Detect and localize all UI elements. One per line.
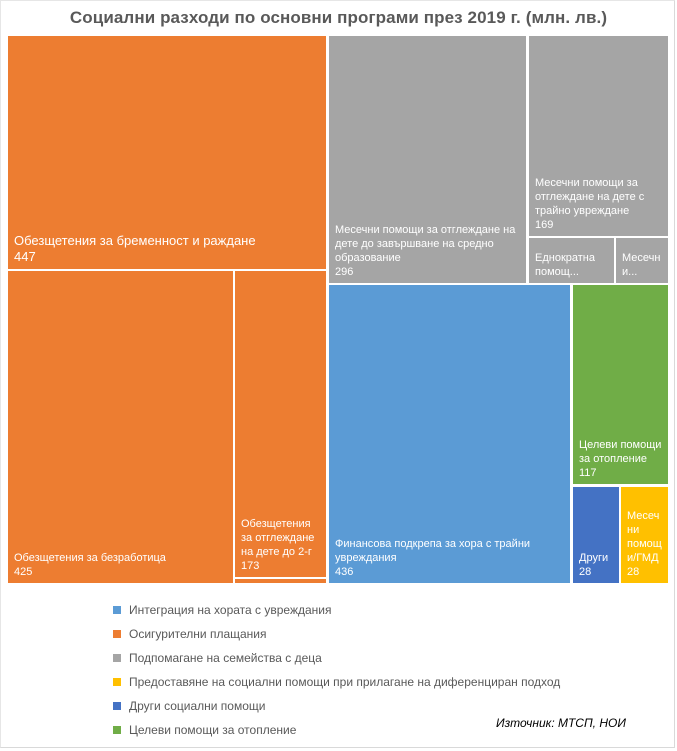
legend-swatch — [113, 606, 121, 614]
treemap-cell: Обезщетения за бременност и раждане 447 — [8, 36, 326, 269]
legend-swatch — [113, 702, 121, 710]
legend-item-heating: Целеви помощи за отопление — [113, 718, 560, 742]
cell-value-text: 436 — [335, 566, 354, 578]
cell-label-text: Целеви помощи за отопление — [579, 439, 662, 465]
legend-label: Целеви помощи за отопление — [129, 723, 297, 737]
cell-value-text: 173 — [241, 560, 260, 572]
treemap-cell-label: Обезщетения за отглеждане на дете до 2-г… — [241, 517, 322, 573]
treemap-cell-label: Финансова подкрепа за хора с трайни увре… — [335, 537, 566, 579]
treemap-cell: Месечн и... — [616, 238, 668, 283]
legend-item-insurance: Осигурителни плащания — [113, 622, 560, 646]
legend-label: Осигурителни плащания — [129, 627, 267, 641]
treemap-cell: Целеви помощи за отопление 117 — [573, 285, 668, 484]
cell-value-text: 447 — [14, 249, 36, 264]
treemap-cell-label: Други 28 — [579, 551, 615, 579]
cell-label-text: Месечни помощи за отглеждане на дете до … — [335, 224, 516, 264]
legend-label: Подпомагане на семейства с деца — [129, 651, 322, 665]
cell-label-text: Обезщетения за бременност и раждане — [14, 233, 256, 248]
cell-value-text: 28 — [627, 566, 640, 578]
cell-value-text: 425 — [14, 566, 33, 578]
cell-value-text: 28 — [579, 566, 592, 578]
treemap-cell: Обезщетения за безработица 425 — [8, 271, 233, 583]
cell-value-text: 169 — [535, 219, 554, 231]
treemap-cell: Финансова подкрепа за хора с трайни увре… — [329, 285, 570, 583]
source-note: Източник: МТСП, НОИ — [496, 716, 626, 730]
chart-title: Социални разходи по основни програми пре… — [69, 8, 608, 27]
treemap-cell-label: Месечни помощи за отглеждане на дете до … — [335, 223, 522, 279]
legend-swatch — [113, 726, 121, 734]
cell-label-text: Еднократна помощ... — [535, 252, 595, 278]
legend-swatch — [113, 654, 121, 662]
cell-label-text: Обезщетения за безработица — [14, 552, 166, 564]
legend: Интеграция на хората с увреждания Осигур… — [113, 598, 560, 742]
treemap-cell: Други 28 — [573, 487, 619, 583]
cell-label-text: Други — [579, 552, 609, 564]
treemap-cell: Обезщетения за отглеждане на дете до 2-г… — [235, 271, 326, 577]
legend-item-family: Подпомагане на семейства с деца — [113, 646, 560, 670]
treemap-cell-label: Еднократна помощ... — [535, 251, 610, 279]
legend-item-integration: Интеграция на хората с увреждания — [113, 598, 560, 622]
treemap: Обезщетения за бременност и раждане 447 Об… — [8, 36, 668, 583]
treemap-cell-label: Обезщетения за бременност и раждане 447 — [14, 233, 322, 265]
cell-label-text: Обезщетения за отглеждане на дете до 2-г — [241, 518, 315, 558]
treemap-cell-label: Обезщетения за безработица 425 — [14, 551, 229, 579]
treemap-cell-label: Месечн и... — [622, 251, 664, 279]
legend-item-other: Други социални помощи — [113, 694, 560, 718]
legend-label: Други социални помощи — [129, 699, 266, 713]
cell-value-text: 117 — [579, 467, 597, 479]
cell-label-text: Финансова подкрепа за хора с трайни увре… — [335, 538, 531, 564]
treemap-cell — [235, 579, 326, 583]
treemap-cell: Еднократна помощ... — [529, 238, 614, 283]
cell-value-text: 296 — [335, 266, 354, 278]
treemap-cell-label: Месечни помощи за отглеждане на дете с т… — [535, 176, 664, 232]
cell-label-text: Месечни помощи за отглеждане на дете с т… — [535, 177, 645, 217]
treemap-cell: Месечни помощи за отглеждане на дете до … — [329, 36, 526, 283]
legend-label: Предоставяне на социални помощи при прил… — [129, 675, 561, 689]
legend-swatch — [113, 678, 121, 686]
legend-swatch — [113, 630, 121, 638]
treemap-cell-label: Месеч ни помощ и/ГМД 28 — [627, 509, 664, 579]
cell-label-text: Месечн и... — [622, 252, 661, 278]
treemap-cell: Месечни помощи за отглеждане на дете с т… — [529, 36, 668, 236]
cell-label-text: Месеч ни помощ и/ГМД — [627, 510, 662, 564]
legend-label: Интеграция на хората с увреждания — [129, 603, 332, 617]
treemap-cell-label: Целеви помощи за отопление 117 — [579, 438, 664, 480]
treemap-cell: Месеч ни помощ и/ГМД 28 — [621, 487, 668, 583]
legend-item-differentiated: Предоставяне на социални помощи при прил… — [113, 670, 560, 694]
